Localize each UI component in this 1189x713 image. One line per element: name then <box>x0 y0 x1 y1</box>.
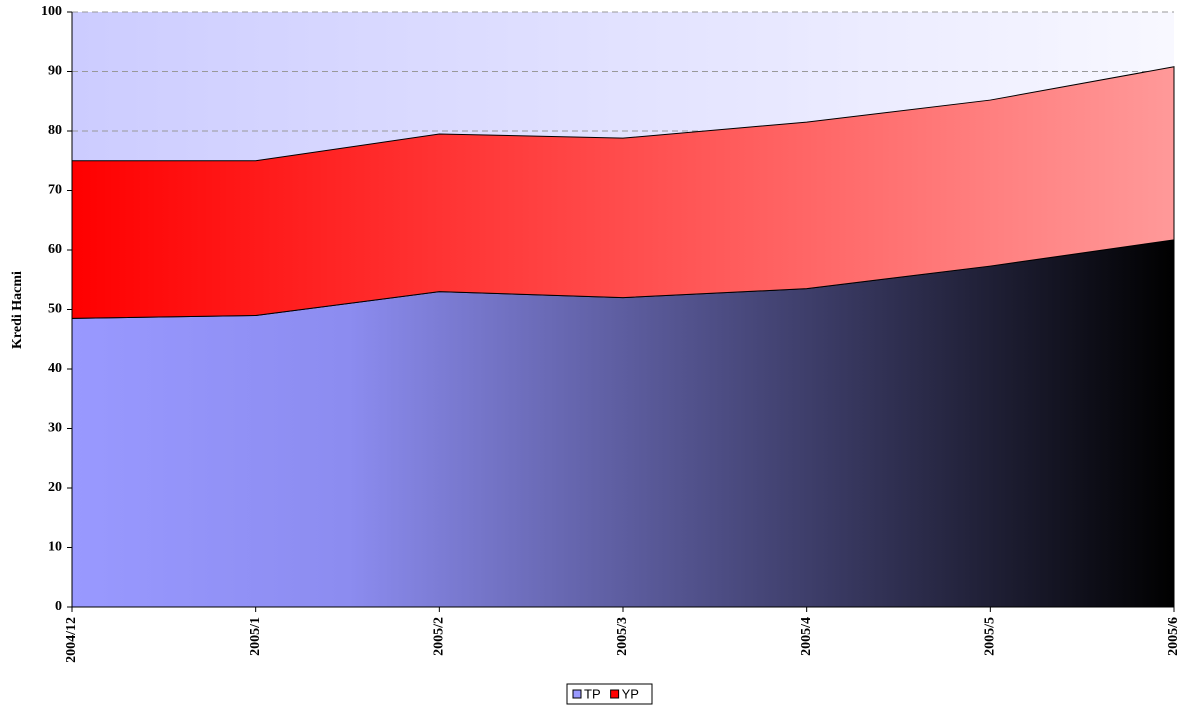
x-tick-label: 2005/2 <box>432 617 447 656</box>
y-tick-label: 0 <box>55 599 62 614</box>
y-tick-label: 80 <box>48 123 62 138</box>
y-tick-label: 40 <box>48 361 62 376</box>
y-tick-label: 20 <box>48 480 62 495</box>
x-tick-label: 2005/6 <box>1166 617 1181 656</box>
y-tick-label: 10 <box>48 540 62 555</box>
legend-swatch <box>572 689 582 699</box>
y-axis-label: Kredi Hacmi <box>10 271 25 349</box>
area <box>71 66 1175 319</box>
x-tick-label: 2004/12 <box>64 617 79 663</box>
y-tick-label: 30 <box>48 421 62 436</box>
x-tick-label: 2005/4 <box>799 617 814 656</box>
y-tick-label: 50 <box>48 302 62 317</box>
legend-swatch <box>610 689 620 699</box>
legend-box <box>566 683 653 705</box>
legend-label: TP <box>584 686 601 701</box>
y-tick-label: 60 <box>48 242 62 257</box>
x-tick-label: 2005/5 <box>983 617 998 656</box>
y-tick-label: 70 <box>48 183 62 198</box>
x-tick-label: 2005/3 <box>615 617 630 656</box>
y-tick-label: 100 <box>41 4 62 19</box>
legend-label: YP <box>622 686 639 701</box>
legend: TP YP <box>566 683 653 705</box>
x-tick-label: 2005/1 <box>248 617 263 656</box>
y-tick-label: 90 <box>48 64 62 79</box>
